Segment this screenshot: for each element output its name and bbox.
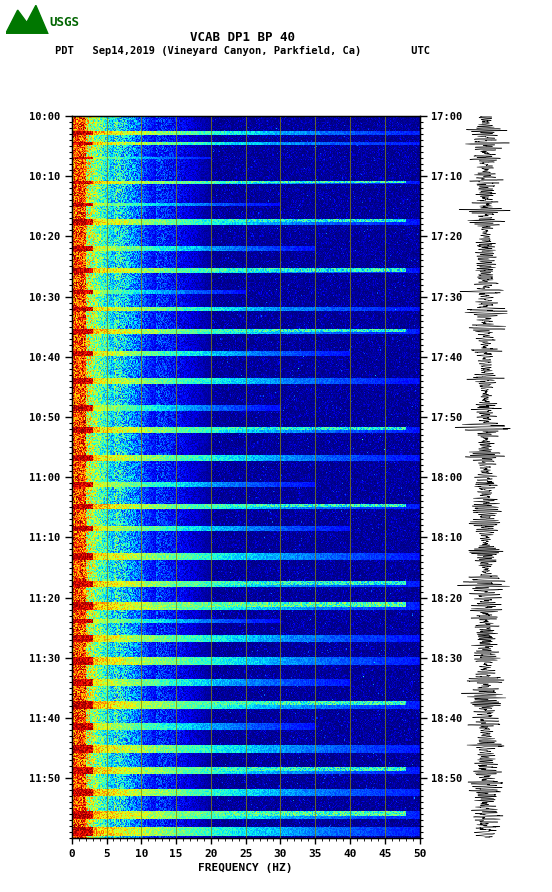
Text: PDT   Sep14,2019 (Vineyard Canyon, Parkfield, Ca)        UTC: PDT Sep14,2019 (Vineyard Canyon, Parkfie… <box>55 46 431 56</box>
Text: VCAB DP1 BP 40: VCAB DP1 BP 40 <box>190 31 295 45</box>
Text: USGS: USGS <box>49 16 79 29</box>
X-axis label: FREQUENCY (HZ): FREQUENCY (HZ) <box>198 863 293 873</box>
Polygon shape <box>6 5 48 34</box>
